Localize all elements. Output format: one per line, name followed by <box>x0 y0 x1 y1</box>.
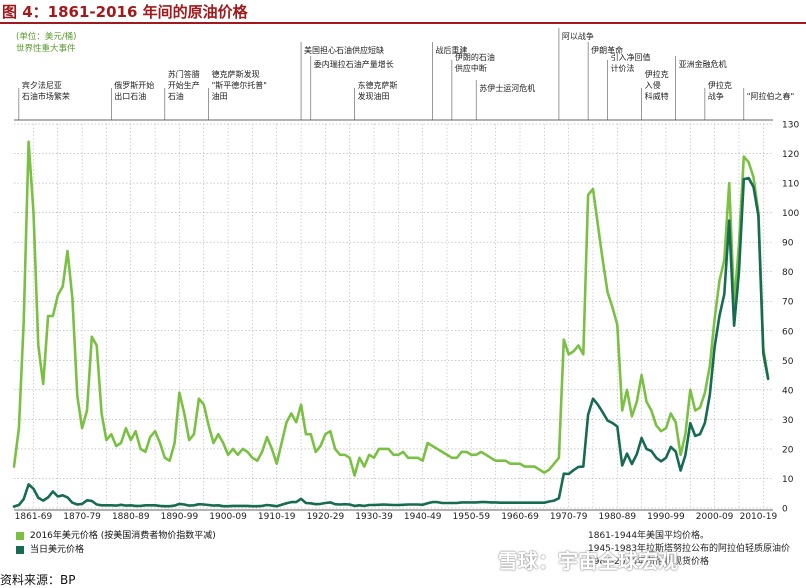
y-tick-label: 110 <box>782 180 799 190</box>
event-label: 科威特 <box>645 91 669 101</box>
x-tick-label: 2010-19 <box>740 512 778 522</box>
series-lines <box>12 140 770 508</box>
series-line-real <box>12 140 770 477</box>
legend-label-real: 2016年美元价格 (按美国消费者物价指数平减) <box>30 531 216 541</box>
event-label: 伊拉克 <box>708 80 732 90</box>
x-tick-label: 1890-99 <box>161 512 199 522</box>
event-label: 阿以战争 <box>562 31 594 41</box>
event-label: 美国担心石油供应短缺 <box>304 45 384 55</box>
y-tick-label: 80 <box>782 268 794 278</box>
y-tick-label: 60 <box>782 327 794 337</box>
x-tick-label: 1910-19 <box>258 512 296 522</box>
event-label: 宾夕法尼亚 <box>22 80 62 90</box>
watermark: 雪球：宇宙全球宏观 <box>498 549 678 573</box>
legend-label-nominal: 当日美元价格 <box>30 545 85 555</box>
y-tick-label: 10 <box>782 475 794 485</box>
figure-title: 图 4：1861-2016 年间的原油价格 <box>2 3 248 21</box>
x-tick-label: 1980-89 <box>599 512 637 522</box>
y-tick-label: 100 <box>782 209 799 219</box>
x-tick-label: 1990-99 <box>647 512 685 522</box>
event-label: 伊朗革命 <box>591 45 623 55</box>
y-tick-label: 130 <box>782 121 799 131</box>
event-label: 东德克萨斯 <box>358 80 398 90</box>
event-label: 俄罗斯开始 <box>114 80 154 90</box>
event-label: 委内瑞拉石油产量增长 <box>314 59 394 69</box>
event-label: 苏伊士运河危机 <box>479 83 535 93</box>
title-rule <box>0 22 806 24</box>
event-label: 伊拉克 <box>645 69 669 79</box>
x-tick-label: 1950-59 <box>453 512 491 522</box>
event-label: 发现油田 <box>358 91 390 101</box>
event-label: 战争 <box>708 91 724 101</box>
footnote-3: 1984-2016年布伦特现货价格 <box>588 557 710 567</box>
x-tick-label: 1900-09 <box>209 512 247 522</box>
x-tick-label: 2000-09 <box>696 512 734 522</box>
x-tick-label: 1861-69 <box>15 512 53 522</box>
event-label: "斯平德尔托普" <box>212 80 267 90</box>
event-label: 引入净回值 <box>611 52 651 62</box>
x-tick-label: 1880-89 <box>112 512 150 522</box>
y-tick-label: 90 <box>782 239 794 249</box>
y-tick-label: 0 <box>782 505 788 515</box>
event-label: 计价法 <box>611 63 635 73</box>
event-label: 战后重建 <box>435 45 467 55</box>
event-label: 入侵 <box>645 80 661 90</box>
y-tick-label: 40 <box>782 386 794 396</box>
legend-item-real: 2016年美元价格 (按美国消费者物价指数平减) <box>16 529 216 543</box>
event-label: 出口石油 <box>114 91 146 101</box>
x-tick-label: 1920-29 <box>307 512 345 522</box>
event-label: 亚洲金融危机 <box>679 59 727 69</box>
unit-label: (单位：美元/桶) <box>16 32 77 42</box>
y-tick-label: 30 <box>782 416 794 426</box>
event-label: 开始生产 <box>168 80 200 90</box>
x-tick-label: 1930-39 <box>355 512 393 522</box>
footnote-2: 1945-1983年拉斯塔努拉公布的阿拉伯轻质原油价 <box>588 544 791 554</box>
y-tick-label: 20 <box>782 445 794 455</box>
chart-grid <box>14 123 773 509</box>
event-label: 伊朗的石油 <box>455 52 495 62</box>
chart-axes: 0 10 20 30 40 50 60 70 80 90 100 110 120 130 1861-69 18… <box>14 119 799 522</box>
events-header: 世界性重大事件 <box>16 44 76 54</box>
y-tick-label: 120 <box>782 150 799 160</box>
series-line-nominal <box>12 176 770 508</box>
x-tick-label: 1870-79 <box>63 512 101 522</box>
event-label: 油田 <box>212 91 228 101</box>
legend-swatch-nominal <box>16 546 24 554</box>
x-tick-label: 1970-79 <box>550 512 588 522</box>
event-label: 苏门答腊 <box>168 69 200 79</box>
event-label: 供应中断 <box>455 63 487 73</box>
event-label: "阿拉伯之春" <box>747 91 794 101</box>
source-label: 资料来源：BP <box>0 573 76 587</box>
footnote-1: 1861-1944年美国平均价格。 <box>588 531 710 541</box>
x-tick-label: 1960-69 <box>501 512 539 522</box>
y-tick-label: 70 <box>782 298 794 308</box>
x-tick-label: 1940-49 <box>404 512 442 522</box>
chart-legend: 2016年美元价格 (按美国消费者物价指数平减) 当日美元价格 <box>16 529 216 557</box>
event-label: 石油市场繁荣 <box>22 91 70 101</box>
event-label: 德克萨斯发现 <box>212 69 260 79</box>
legend-item-nominal: 当日美元价格 <box>16 543 216 557</box>
y-tick-label: 50 <box>782 357 794 367</box>
event-label: 石油 <box>168 91 184 101</box>
legend-swatch-real <box>16 532 24 540</box>
